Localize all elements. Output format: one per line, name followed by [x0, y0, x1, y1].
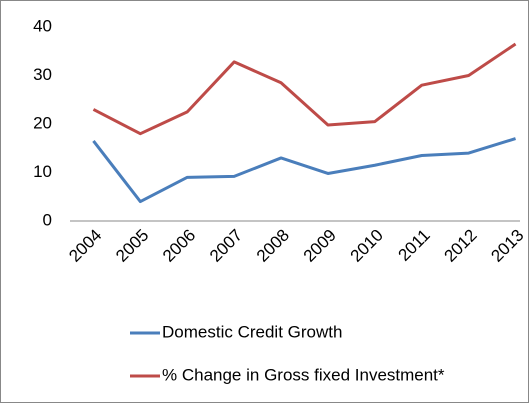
y-tick-label: 40 [33, 16, 52, 35]
y-tick-label: 0 [43, 210, 52, 229]
legend-label: Domestic Credit Growth [162, 322, 342, 341]
y-tick-label: 30 [33, 65, 52, 84]
legend-label: % Change in Gross fixed Investment* [162, 365, 445, 384]
y-tick-label: 10 [33, 162, 52, 181]
series-line [92, 137, 516, 204]
series-line [92, 42, 517, 136]
y-tick-label: 20 [33, 113, 52, 132]
